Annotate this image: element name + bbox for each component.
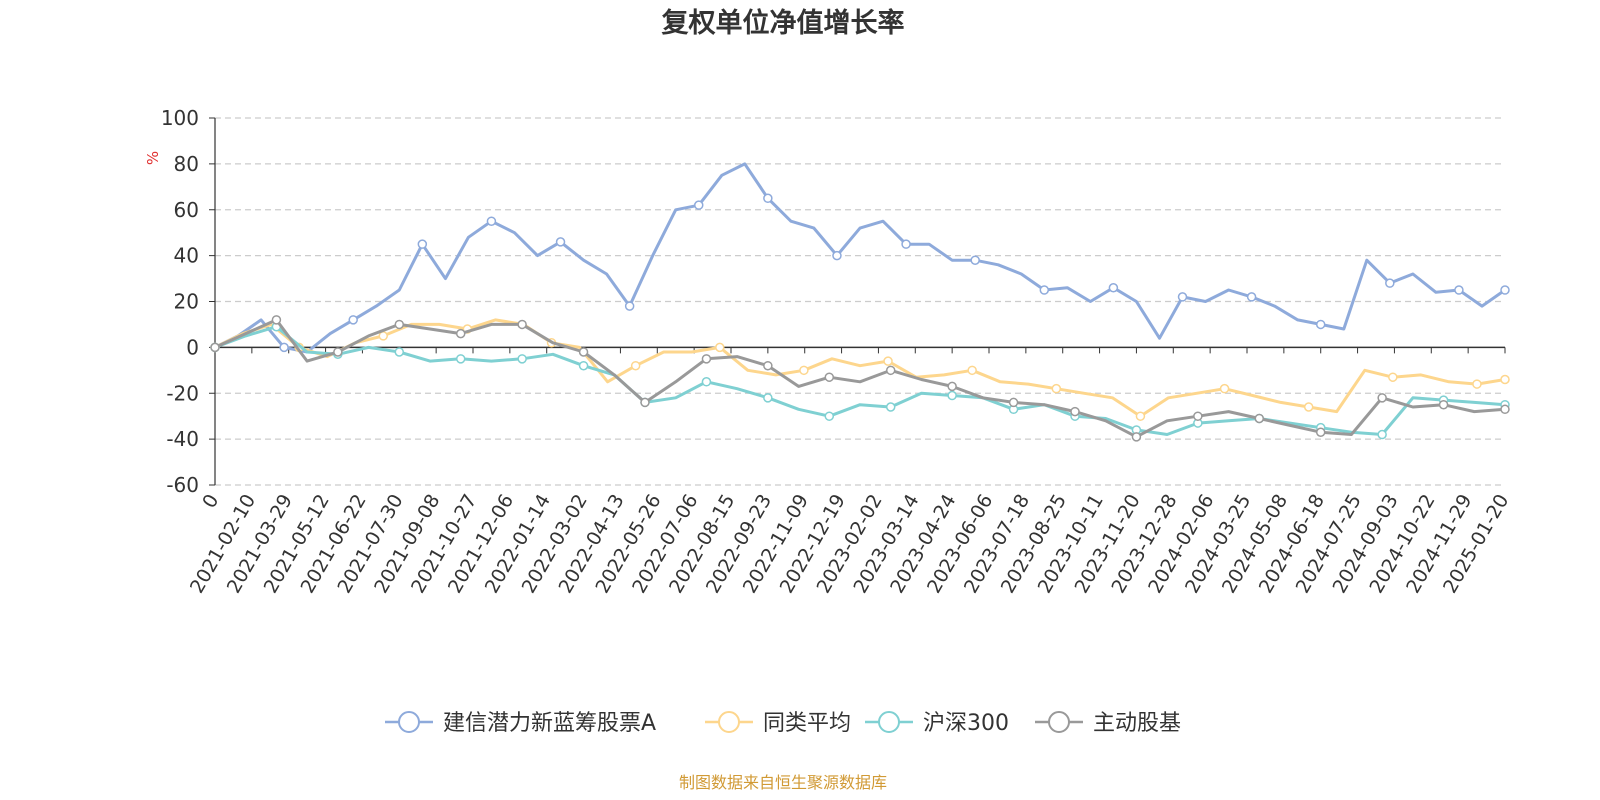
series-point-3 [578,347,589,357]
legend-label: 沪深300 [923,711,1009,736]
series-point-3 [210,342,220,353]
chart-title: 复权单位净值增长率 [662,7,905,39]
series-point-0 [1315,319,1326,330]
series-point-2 [517,354,527,364]
y-axis-ticks: 100 80 60 40 20 0 -20 -40 -60 [161,106,215,497]
series-point-0 [1039,285,1050,295]
series-point-0 [1500,285,1510,295]
y-tick-label: -20 [166,381,199,405]
series-point-2 [1377,429,1387,440]
series-point-0 [279,342,289,353]
series-point-0 [832,250,842,261]
series-point-3 [1438,399,1449,410]
series-point-3 [1070,406,1080,417]
series-point-2 [824,411,835,421]
series-point-3 [1254,413,1265,424]
series-point-3 [1131,432,1142,442]
series-point-2 [947,390,957,401]
y-tick-label: -60 [166,473,199,497]
series-lines [210,162,1510,442]
series-point-0 [763,193,773,204]
series-point-1 [883,356,893,366]
series-point-0 [555,237,566,247]
legend-item[interactable]: 主动股基 [1035,711,1181,736]
series-point-3 [885,365,896,376]
series-point-3 [1008,397,1019,408]
series-point-0 [1246,292,1257,302]
legend-item[interactable]: 建信潜力新蓝筹股票A [385,711,656,736]
series-point-3 [947,381,957,392]
legend-marker [398,711,420,733]
series-point-0 [901,239,911,249]
series-point-3 [763,360,773,371]
y-tick-label: 60 [174,198,199,222]
series-point-1 [630,360,641,371]
series-point-2 [394,347,405,357]
series-point-3 [455,328,466,339]
series-line-3 [214,318,1506,439]
series-point-3 [824,372,835,382]
series-point-3 [1315,427,1326,437]
series-point-2 [455,354,466,364]
series-point-0 [970,255,980,265]
series-point-1 [1135,411,1146,421]
legend-item[interactable]: 沪深300 [865,711,1009,736]
series-point-3 [333,347,343,357]
series-point-0 [1108,282,1119,293]
legend[interactable]: 建信潜力新蓝筹股票A 同类平均 沪深300 主动股基 [385,711,1181,736]
y-axis-unit: % [144,151,162,165]
y-tick-label: 80 [174,152,199,176]
series-point-3 [640,397,650,408]
legend-marker [878,711,900,733]
series-point-3 [394,319,405,330]
series-point-1 [1388,372,1398,382]
y-tick-label: 0 [186,335,199,359]
series-point-3 [1193,411,1203,421]
series-point-2 [885,402,896,412]
series-point-1 [967,365,977,376]
series-line-0 [214,162,1506,354]
axes [214,118,1505,485]
series-point-1 [1500,374,1510,385]
legend-marker [718,711,740,733]
series-point-0 [694,200,704,210]
series-point-3 [271,315,282,325]
y-tick-label: 100 [161,106,199,130]
legend-label: 建信潜力新蓝筹股票A [443,711,656,736]
series-point-0 [1177,292,1188,302]
legend-label: 主动股基 [1093,711,1181,736]
series-point-3 [517,319,527,330]
legend-item[interactable]: 同类平均 [705,711,851,736]
series-point-1 [1051,383,1062,394]
series-line-1 [214,318,1506,418]
legend-marker [1048,711,1070,733]
series-point-0 [1454,285,1464,295]
series-point-1 [715,342,725,353]
series-point-0 [624,301,635,311]
series-point-0 [486,216,497,226]
series-point-0 [417,239,428,249]
series-point-1 [378,331,389,341]
data-source-note: 制图数据来自恒生聚源数据库 [679,773,887,792]
series-point-1 [1219,383,1230,394]
series-point-2 [701,377,712,387]
series-point-2 [578,360,589,371]
x-tick-label: 0 [198,491,223,512]
series-point-1 [799,365,809,376]
y-tick-label: -40 [166,427,199,451]
series-point-3 [1377,393,1387,403]
series-point-3 [1500,404,1510,415]
series-point-0 [348,315,358,325]
series-point-0 [1385,278,1395,288]
y-tick-label: 20 [174,290,199,314]
series-point-1 [1472,379,1482,389]
x-axis-ticks: 02021-02-102021-03-292021-05-122021-06-2… [186,347,1513,597]
y-tick-label: 40 [174,244,199,268]
series-point-1 [1303,402,1314,412]
series-point-2 [763,393,773,403]
series-point-3 [701,354,712,364]
series-line-2 [214,325,1506,436]
legend-label: 同类平均 [763,711,851,736]
